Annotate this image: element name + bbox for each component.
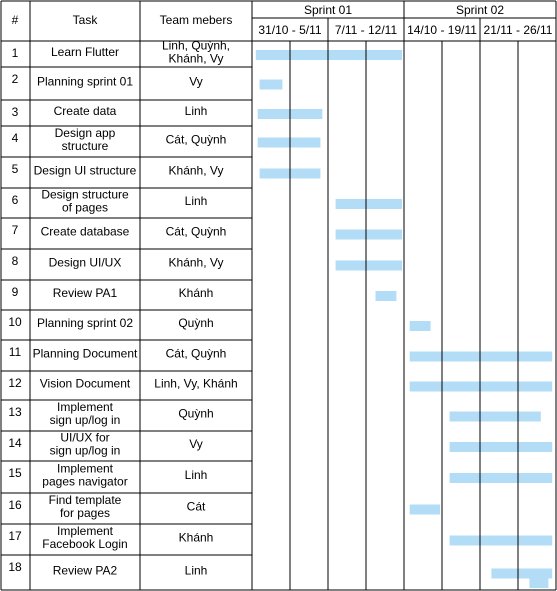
- member-label: Cát, Quỳnh: [166, 347, 227, 361]
- header-number: #: [12, 13, 19, 27]
- header-week-2: 7/11 - 12/11: [335, 23, 398, 37]
- task-bar: [449, 442, 553, 452]
- member-label: Khánh, Vy: [169, 52, 224, 66]
- row-number: 9: [12, 285, 19, 299]
- task-label: for pages: [60, 506, 110, 520]
- task-label: Review PA1: [53, 286, 118, 300]
- task-label: Review PA2: [53, 564, 118, 578]
- row-number: 11: [9, 345, 22, 359]
- row-number: 12: [8, 376, 22, 390]
- row-number: 13: [8, 405, 22, 419]
- task-label: Design structure: [41, 188, 129, 202]
- task-bar-extra: [529, 578, 549, 588]
- task-bar: [259, 79, 283, 90]
- task-label: Planning sprint 02: [37, 316, 133, 330]
- row-number: 2: [12, 72, 19, 86]
- member-label: Linh: [185, 194, 208, 208]
- header-team-members: Team mebers: [160, 13, 233, 27]
- task-bar: [449, 473, 553, 483]
- task-label: pages navigator: [42, 475, 127, 489]
- member-label: Quỳnh: [178, 407, 213, 421]
- task-bar: [335, 199, 403, 209]
- task-label: Planning sprint 01: [37, 75, 133, 89]
- member-label: Vy: [189, 437, 203, 451]
- task-label: sign up/log in: [50, 444, 121, 458]
- task-label: Facebook Login: [42, 537, 127, 551]
- task-bar: [491, 568, 553, 579]
- task-bar: [335, 229, 403, 240]
- task-bar: [449, 411, 541, 422]
- header-task: Task: [73, 13, 99, 27]
- task-label: Create data: [54, 104, 117, 118]
- row-number: 8: [12, 254, 19, 268]
- task-label: Planning Document: [33, 347, 138, 361]
- task-label: Vision Document: [40, 377, 131, 391]
- row-number: 7: [12, 223, 19, 237]
- member-label: Linh, Quỳnh,: [162, 39, 230, 53]
- task-label: sign up/log in: [50, 413, 121, 427]
- header-sprint-02: Sprint 02: [456, 3, 504, 17]
- task-bar: [375, 291, 397, 301]
- task-bar: [409, 351, 553, 362]
- task-bar: [449, 535, 553, 546]
- row-number: 10: [8, 315, 22, 329]
- task-bar: [409, 381, 553, 392]
- member-label: Cát, Quỳnh: [166, 133, 227, 147]
- task-label: UI/UX for: [60, 431, 109, 445]
- row-number: 17: [8, 529, 22, 543]
- task-label: Implement: [57, 462, 114, 476]
- task-label: Design UI structure: [34, 164, 137, 178]
- member-label: Linh, Vy, Khánh: [154, 377, 237, 391]
- task-bar: [255, 50, 403, 60]
- task-label: Learn Flutter: [51, 45, 119, 59]
- task-bar: [335, 260, 403, 271]
- row-number: 15: [8, 466, 22, 480]
- member-label: Khánh, Vy: [169, 164, 224, 178]
- row-number: 18: [8, 560, 22, 574]
- member-label: Linh: [185, 104, 208, 118]
- header-week-1: 31/10 - 5/11: [258, 23, 321, 37]
- task-bar: [409, 321, 431, 331]
- task-bar: [409, 504, 441, 515]
- task-label: Implement: [57, 400, 114, 414]
- header-week-4: 21/11 - 26/11: [484, 23, 553, 37]
- task-label: of pages: [62, 201, 108, 215]
- row-number: 5: [12, 162, 19, 176]
- row-number: 3: [12, 105, 19, 119]
- member-label: Khánh: [179, 531, 214, 545]
- member-label: Vy: [189, 75, 203, 89]
- member-label: Cát, Quỳnh: [166, 225, 227, 239]
- task-bar: [257, 137, 321, 148]
- member-label: Khánh: [179, 286, 214, 300]
- member-label: Linh: [185, 468, 208, 482]
- member-label: Cát: [187, 500, 206, 514]
- row-number: 4: [12, 131, 19, 145]
- header-sprint-01: Sprint 01: [304, 3, 352, 17]
- row-number: 6: [12, 193, 19, 207]
- member-label: Linh: [185, 564, 208, 578]
- task-label: structure: [62, 139, 109, 153]
- task-label: Create database: [41, 225, 130, 239]
- header-week-3: 14/10 - 19/11: [407, 23, 477, 37]
- task-label: Implement: [57, 524, 114, 538]
- task-label: Find template: [49, 493, 122, 507]
- task-label: Design UI/UX: [49, 256, 122, 270]
- member-label: Khánh, Vy: [169, 256, 224, 270]
- member-label: Quỳnh: [178, 316, 213, 330]
- task-label: Design app: [55, 126, 116, 140]
- label-layer: # Task Team mebers Sprint 01 Sprint 02 3…: [8, 3, 552, 578]
- row-number: 1: [12, 46, 19, 60]
- row-number: 14: [8, 436, 22, 450]
- row-number: 16: [8, 498, 22, 512]
